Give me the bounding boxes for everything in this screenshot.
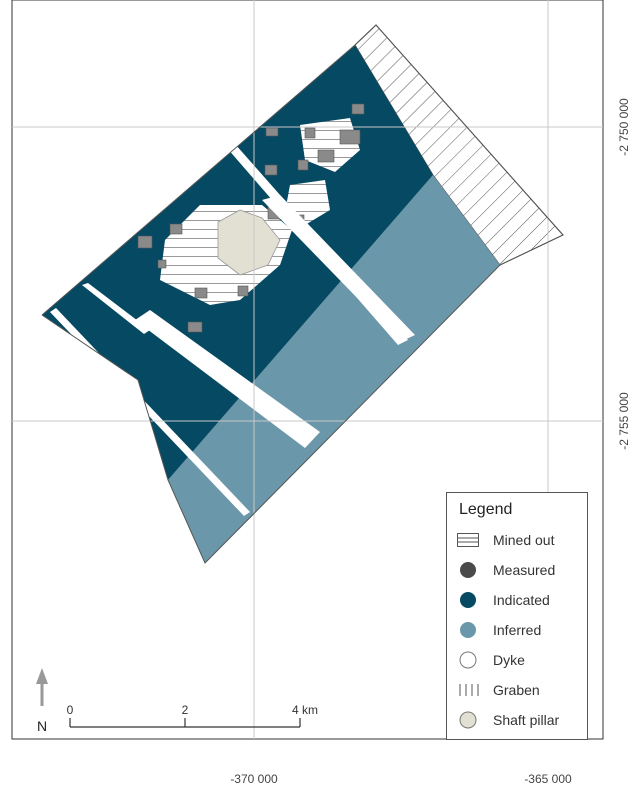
legend-label-measured: Measured (493, 562, 556, 578)
circle-measured-icon (457, 559, 479, 581)
legend-item-measured: Measured (457, 559, 555, 581)
shaft-pillar-area (217, 209, 281, 276)
hatch-horizontal-icon (457, 529, 479, 551)
legend-item-indicated: Indicated (457, 589, 550, 611)
dyke-central (262, 195, 415, 342)
north-arrow: N (36, 668, 48, 734)
inferred-area (168, 175, 500, 563)
circle-inferred-icon (457, 619, 479, 641)
y-tick-label-1: -2 750 000 (617, 98, 631, 156)
dyke-lower (50, 308, 250, 516)
legend-label-shaft-pillar: Shaft pillar (493, 712, 560, 728)
legend-item-dyke: Dyke (457, 649, 525, 671)
north-arrow-label: N (37, 718, 47, 734)
x-tick-label-1: -370 000 (230, 772, 278, 786)
legend-label-inferred: Inferred (493, 622, 542, 638)
legend: Legend Mined out Measured Indicated Infe… (446, 492, 588, 740)
y-tick-label-2: -2 755 000 (617, 392, 631, 450)
legend-label-graben: Graben (493, 682, 540, 698)
x-tick-label-2: -365 000 (524, 772, 572, 786)
legend-label-mined-out: Mined out (493, 532, 555, 548)
scale-tick-4km: 4 km (292, 703, 318, 717)
circle-shaft-pillar-icon (457, 709, 479, 731)
dyke-main (135, 310, 320, 448)
legend-label-dyke: Dyke (493, 652, 525, 668)
scale-tick-0: 0 (67, 703, 74, 717)
scale-tick-2: 2 (182, 703, 189, 717)
legend-item-graben: Graben (457, 679, 540, 701)
legend-label-indicated: Indicated (493, 592, 550, 608)
legend-title: Legend (459, 501, 513, 518)
circle-indicated-icon (457, 589, 479, 611)
scale-bar: 0 2 4 km (67, 703, 318, 728)
legend-item-inferred: Inferred (457, 619, 541, 641)
mine-boundary (41, 24, 564, 564)
legend-item-shaft-pillar: Shaft pillar (457, 709, 559, 731)
hatch-vertical-icon (457, 679, 479, 701)
dyke-west (82, 283, 150, 334)
legend-item-mined-out: Mined out (457, 529, 554, 551)
circle-dyke-icon (457, 649, 479, 671)
